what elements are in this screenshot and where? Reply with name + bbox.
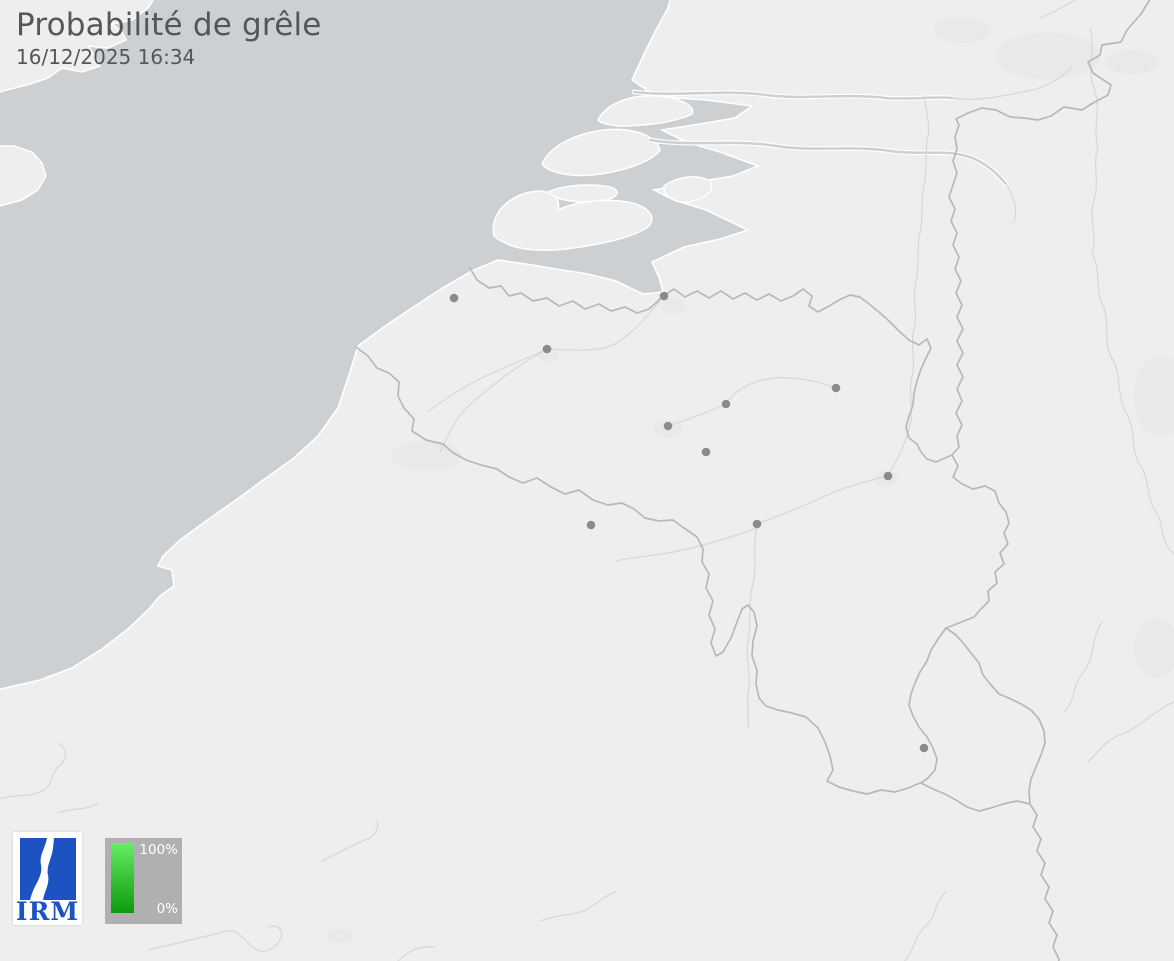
border-france-luxembourg-germany: [920, 782, 1060, 961]
city-marker-liege: [883, 471, 893, 481]
river-channels: [631, 89, 1009, 187]
city-marker-ghent: [542, 344, 552, 354]
city-marker-wavre: [701, 447, 711, 457]
city-marker-arlon: [919, 743, 929, 753]
england-coast: [0, 0, 154, 207]
irm-logo: IRM: [13, 832, 82, 925]
legend-max-label: 100%: [139, 842, 178, 858]
border-belgium-netherlands-east: [662, 288, 953, 463]
country-borders: [355, 0, 1151, 961]
legend-min-label: 0%: [156, 901, 178, 917]
irm-logo-text: IRM: [15, 897, 80, 926]
city-markers: [449, 291, 929, 753]
probability-legend: 100% 0%: [105, 838, 182, 924]
border-luxembourg-west: [908, 627, 947, 784]
city-marker-brussels: [663, 421, 673, 431]
city-marker-mons: [586, 520, 596, 530]
delta-islands: [492, 95, 713, 251]
border-france-belgium: [355, 346, 921, 795]
city-marker-hasselt: [831, 383, 841, 393]
city-marker-antwerp: [659, 291, 669, 301]
timestamp: 16/12/2025 16:34: [16, 44, 196, 69]
border-luxembourg-east: [945, 627, 1046, 805]
border-netherlands-germany: [948, 0, 1151, 456]
page-title: Probabilité de grêle: [16, 7, 322, 43]
city-marker-namur: [752, 519, 762, 529]
city-marker-bruges: [449, 293, 459, 303]
irm-logo-emblem: [19, 838, 76, 900]
border-belgium-germany: [945, 454, 1010, 629]
city-marker-leuven: [721, 399, 731, 409]
urban-areas: [326, 17, 1174, 943]
border-belgium-netherlands-west: [469, 267, 664, 314]
legend-gradient-bar: [111, 843, 134, 913]
map-header: Probabilité de grêle 16/12/2025 16:34: [16, 7, 322, 69]
